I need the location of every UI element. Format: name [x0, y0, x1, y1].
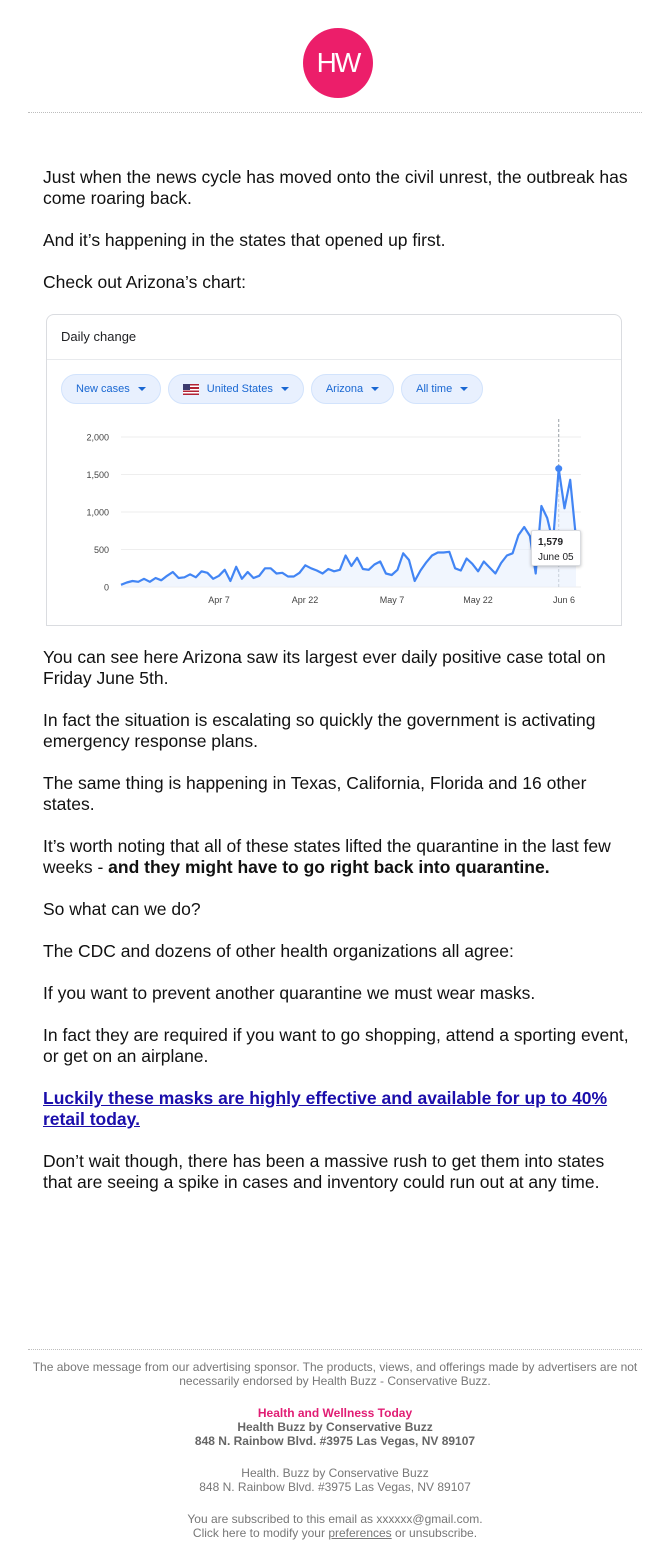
chart-screenshot: Daily change New cases United States Ari… — [46, 314, 622, 626]
chart-bottom-border — [47, 625, 621, 626]
footer-subscribed: You are subscribed to this email as xxxx… — [187, 1512, 483, 1526]
email-body: Just when the news cycle has moved onto … — [43, 167, 635, 1214]
footer-subscription: You are subscribed to this email as xxxx… — [28, 1512, 642, 1540]
top-divider — [28, 112, 642, 113]
footer-company-block: Health. Buzz by Conservative Buzz 848 N.… — [28, 1466, 642, 1494]
footer-company-bold: Health Buzz by Conservative Buzz — [237, 1420, 433, 1434]
x-tick-label: Apr 22 — [292, 595, 319, 605]
footer-disclaimer: The above message from our advertising s… — [32, 1360, 638, 1388]
intro-paragraph: Just when the news cycle has moved onto … — [43, 167, 628, 208]
us-flag-icon — [182, 383, 199, 395]
chip-label: New cases — [76, 382, 130, 395]
footer-brand-block: Health and Wellness Today Health Buzz by… — [28, 1406, 642, 1448]
footer: The above message from our advertising s… — [28, 1360, 642, 1558]
daily-change-chart: 0 500 1,000 1,500 2,000 Apr 7 Apr 22 May 7 May 2… — [86, 419, 581, 605]
cta-link[interactable]: Luckily these masks are highly effective… — [43, 1088, 608, 1129]
brand-logo[interactable]: HW — [303, 28, 373, 98]
quarantine-paragraph: It’s worth noting that all of these stat… — [43, 836, 635, 878]
chip-new-cases[interactable]: New cases — [61, 374, 161, 404]
cta-paragraph: Luckily these masks are highly effective… — [43, 1088, 635, 1130]
chip-label: United States — [206, 382, 273, 395]
footer-company: Health. Buzz by Conservative Buzz — [241, 1466, 429, 1480]
body-paragraph: The CDC and dozens of other health organ… — [43, 941, 514, 961]
chart-filter-chips: New cases United States Arizona All time — [61, 374, 484, 404]
x-tick-label: Jun 6 — [553, 595, 575, 605]
header: HW — [0, 28, 663, 98]
chip-label: Arizona — [325, 382, 364, 395]
body-paragraph: In fact the situation is escalating so q… — [43, 710, 596, 751]
caret-down-icon — [371, 387, 380, 391]
y-tick-label: 2,000 — [86, 433, 109, 443]
series-area — [121, 468, 576, 587]
y-tick-label: 0 — [104, 583, 109, 593]
footer-modify-prefix: Click here to modify your — [192, 1526, 329, 1540]
closing-paragraph: Don’t wait though, there has been a mass… — [43, 1151, 605, 1192]
chip-time-range[interactable]: All time — [401, 374, 484, 404]
body-paragraph: In fact they are required if you want to… — [43, 1025, 629, 1066]
caret-down-icon — [460, 387, 469, 391]
body-paragraph: If you want to prevent another quarantin… — [43, 983, 536, 1003]
chart-header: Daily change — [47, 315, 621, 360]
body-paragraph: You can see here Arizona saw its largest… — [43, 647, 606, 688]
y-tick-label: 500 — [94, 545, 109, 555]
quarantine-text: It’s worth noting that all of these stat… — [43, 836, 611, 877]
footer-address: 848 N. Rainbow Blvd. #3975 Las Vegas, NV… — [199, 1480, 471, 1494]
series-line — [120, 467, 578, 586]
tooltip-value: 1,579 — [538, 537, 564, 548]
chart-tooltip: 1,579 June 05 — [531, 530, 581, 566]
tooltip-date: June 05 — [538, 552, 574, 563]
footer-modify-suffix: or unsubscribe. — [391, 1526, 478, 1540]
x-tick-label: May 22 — [463, 595, 493, 605]
quarantine-emphasis: and they might have to go right back int… — [108, 857, 550, 877]
chip-state[interactable]: Arizona — [310, 374, 395, 404]
chip-country[interactable]: United States — [167, 374, 304, 404]
preferences-link[interactable]: preferences — [328, 1526, 392, 1540]
x-tick-label: Apr 7 — [208, 595, 230, 605]
body-paragraph: The same thing is happening in Texas, Ca… — [43, 773, 587, 814]
body-paragraph: So what can we do? — [43, 899, 201, 919]
caret-down-icon — [137, 387, 146, 391]
caret-down-icon — [280, 387, 289, 391]
x-tick-label: May 7 — [380, 595, 405, 605]
y-tick-label: 1,000 — [86, 508, 109, 518]
footer-address-bold: 848 N. Rainbow Blvd. #3975 Las Vegas, NV… — [194, 1434, 476, 1448]
intro-paragraph: And it’s happening in the states that op… — [43, 230, 446, 250]
highlight-point — [555, 465, 563, 473]
footer-brand-line: Health and Wellness Today — [257, 1406, 413, 1420]
y-tick-label: 1,500 — [86, 470, 109, 480]
footer-divider — [28, 1349, 642, 1350]
intro-paragraph: Check out Arizona’s chart: — [43, 272, 246, 292]
chip-label: All time — [416, 382, 453, 395]
